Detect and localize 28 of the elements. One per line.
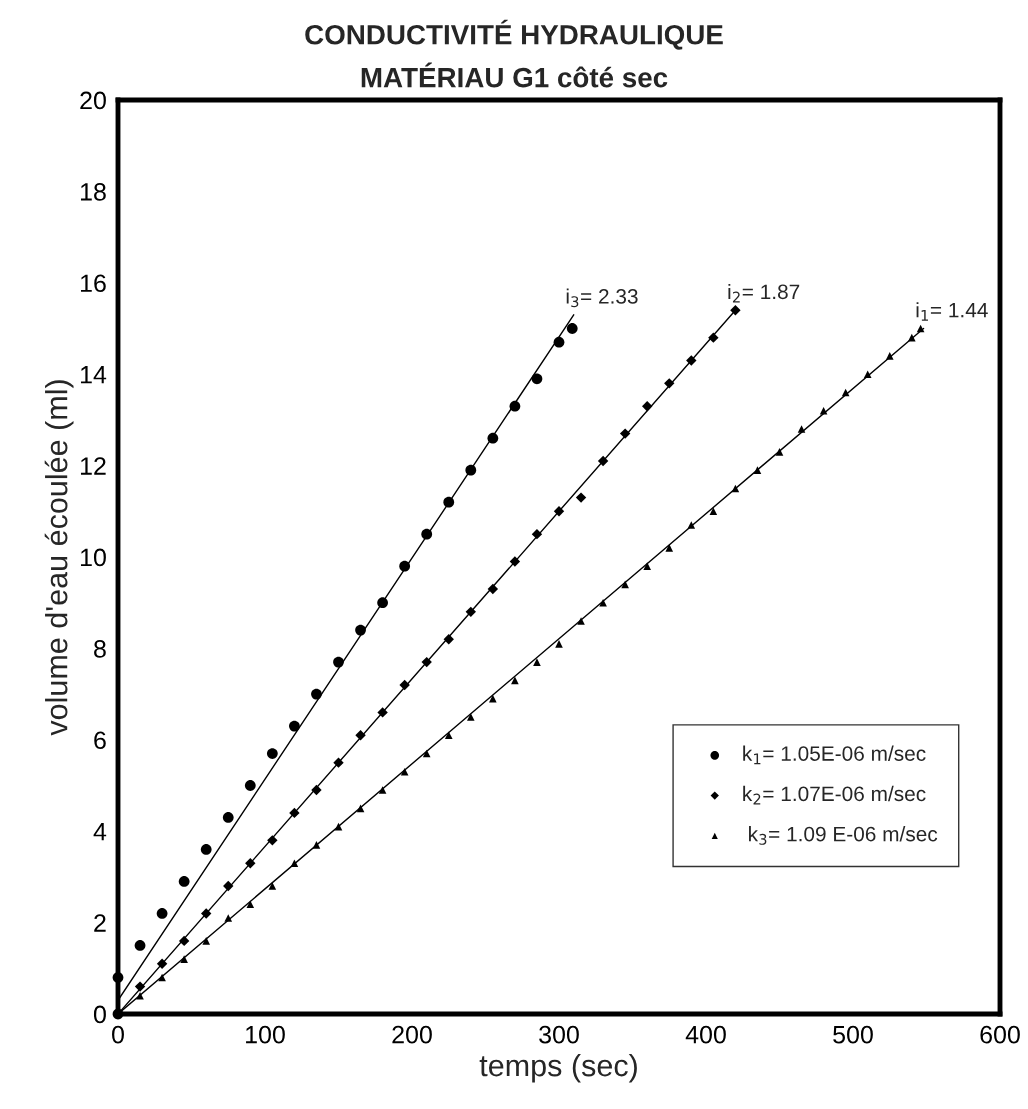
y-tick-label: 4 bbox=[93, 823, 107, 841]
y-tick-label: 14 bbox=[80, 366, 107, 384]
y-tick-label: 0 bbox=[93, 1005, 106, 1024]
y-tick-label: 18 bbox=[80, 183, 106, 201]
y-tick-label: 20 bbox=[80, 91, 106, 110]
y-tick-label: 8 bbox=[94, 640, 106, 658]
y-tick-label: 16 bbox=[80, 274, 106, 293]
chart-title: CONDUCTIVITÉ HYDRAULIQUE bbox=[305, 19, 723, 50]
legend-label: k$_{1}$= 1.05E-06 m/sec bbox=[743, 745, 926, 765]
x-tick-label: 200 bbox=[392, 1025, 432, 1044]
x-tick-label: 400 bbox=[685, 1025, 726, 1044]
x-tick-label: 300 bbox=[539, 1025, 579, 1044]
y-tick-label: 6 bbox=[94, 731, 106, 750]
chart-subtitle: MATÉRIAU G1 côté sec bbox=[361, 62, 668, 88]
x-axis-title: temps (sec) bbox=[479, 1053, 637, 1083]
x-tick-label: 0 bbox=[112, 1025, 124, 1044]
annotation: i$_{3}$= 2.33 bbox=[566, 288, 638, 308]
annotation: i$_{2}$= 1.87 bbox=[728, 283, 800, 303]
y-tick-label: 10 bbox=[80, 548, 106, 567]
y-tick-label: 2 bbox=[94, 914, 106, 932]
y-axis-title: volume d'eau écoulée (ml) bbox=[44, 380, 74, 736]
y-tick-label: 12 bbox=[80, 457, 106, 475]
legend-label: k$_{3}$= 1.09 E-06 m/sec bbox=[749, 826, 938, 845]
x-tick-label: 500 bbox=[833, 1025, 873, 1044]
x-tick-label: 100 bbox=[246, 1025, 285, 1044]
annotation: i$_{1}$= 1.44 bbox=[916, 302, 988, 321]
legend-label: k$_{2}$= 1.07E-06 m/sec bbox=[743, 785, 926, 805]
x-tick-label: 600 bbox=[980, 1025, 1020, 1044]
